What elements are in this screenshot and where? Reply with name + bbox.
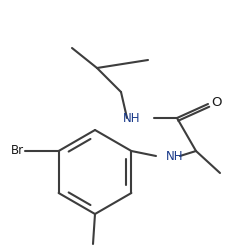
- Text: Br: Br: [10, 145, 24, 157]
- Text: NH: NH: [123, 112, 140, 124]
- Text: NH: NH: [166, 150, 183, 162]
- Text: O: O: [211, 96, 222, 110]
